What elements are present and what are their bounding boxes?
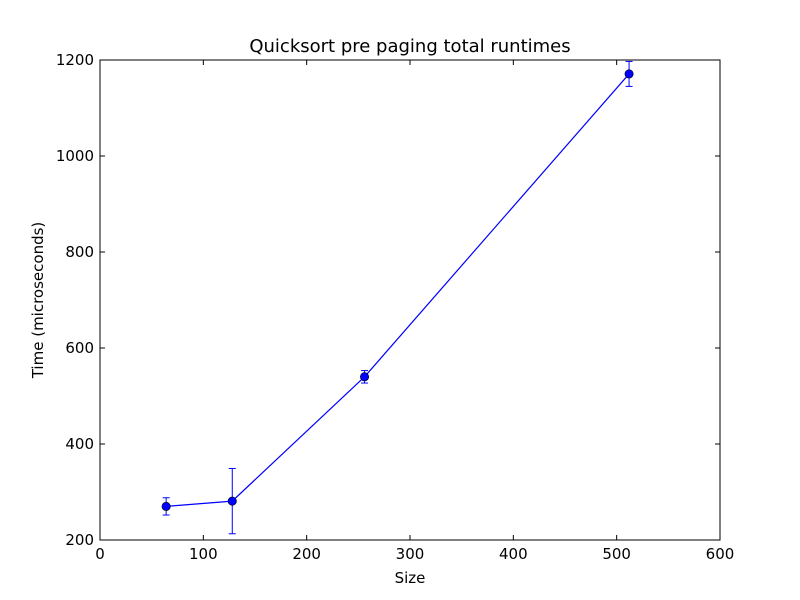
y-tick-label: 600 bbox=[65, 339, 94, 357]
data-point bbox=[227, 496, 237, 506]
y-tick-label: 200 bbox=[65, 531, 94, 549]
x-tick-label: 400 bbox=[499, 545, 528, 563]
y-tick-label: 1200 bbox=[56, 51, 94, 69]
y-tick-label: 400 bbox=[65, 435, 94, 453]
series-line bbox=[166, 73, 630, 507]
plot-area: 0 100 200 300 400 500 600 200 400 600 800 1000 1200 bbox=[56, 51, 735, 563]
chart-title: Quicksort pre paging total runtimes bbox=[249, 36, 570, 57]
x-tick-label: 500 bbox=[602, 545, 631, 563]
x-tick-label: 600 bbox=[706, 545, 735, 563]
data-point bbox=[360, 372, 370, 382]
y-tick-label: 1000 bbox=[56, 147, 94, 165]
y-tick-label: 800 bbox=[65, 243, 94, 261]
x-tick-label: 200 bbox=[292, 545, 321, 563]
data-point bbox=[161, 501, 171, 511]
data-point bbox=[624, 69, 634, 79]
x-axis-label: Size bbox=[395, 569, 426, 587]
plot-frame bbox=[99, 59, 721, 541]
series-group bbox=[161, 60, 634, 535]
plot-background bbox=[100, 60, 720, 540]
y-axis-label: Time (microseconds) bbox=[29, 222, 47, 380]
x-tick-label: 0 bbox=[95, 545, 105, 563]
x-tick-label: 300 bbox=[396, 545, 425, 563]
x-tick-label: 100 bbox=[189, 545, 218, 563]
